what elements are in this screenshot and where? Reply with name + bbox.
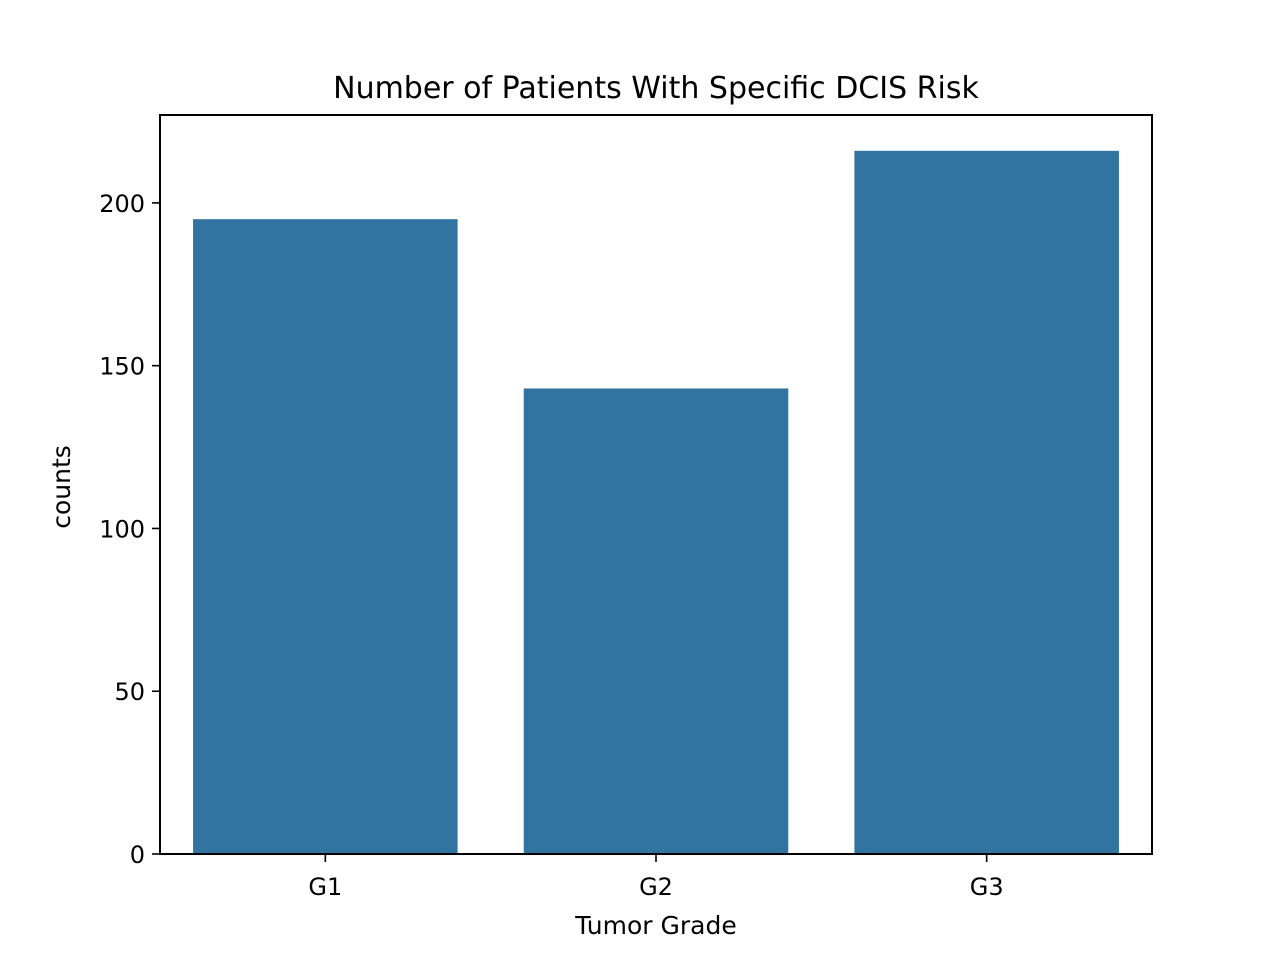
y-tick-label-150: 150 (99, 353, 145, 381)
chart-title: Number of Patients With Specific DCIS Ri… (333, 71, 979, 106)
y-tick-label-200: 200 (99, 190, 145, 218)
plot-frame (159, 114, 1153, 855)
bar-g1 (193, 219, 458, 854)
bars-group (193, 150, 1119, 855)
x-tick-label-g1: G1 (308, 873, 342, 901)
bar-g2 (523, 388, 789, 854)
bar-g3 (854, 150, 1119, 855)
x-axis-ticks: G1 G2 G3 (308, 854, 1004, 901)
x-tick-label-g3: G3 (970, 873, 1004, 901)
y-axis-label: counts (47, 445, 76, 529)
y-axis-ticks: 0 50 100 150 200 (99, 190, 160, 869)
y-tick-label-100: 100 (99, 515, 145, 543)
y-tick-label-50: 50 (114, 678, 145, 706)
x-axis-label: Tumor Grade (574, 911, 736, 940)
x-tick-label-g2: G2 (639, 873, 673, 901)
y-tick-label-0: 0 (130, 841, 145, 869)
